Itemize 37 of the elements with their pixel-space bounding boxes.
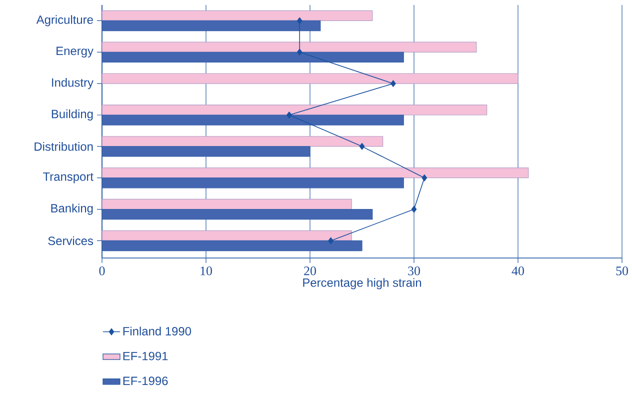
bar: [102, 240, 362, 252]
legend-label: Finland 1990: [123, 326, 192, 336]
y-tick-label: Distribution: [34, 142, 93, 151]
x-axis-title: Percentage high strain: [303, 278, 422, 290]
y-tick-label: Industry: [52, 78, 94, 90]
point: [296, 17, 302, 24]
y-tick-label: Building: [52, 109, 93, 121]
point: [359, 143, 365, 150]
point: [390, 80, 396, 87]
point: [328, 237, 334, 244]
x-tick-label: 30: [408, 266, 420, 276]
x-tick-label: 50: [616, 266, 628, 276]
point: [422, 174, 428, 182]
x-tick-label: 0: [99, 266, 105, 276]
y-tick-label: Agriculture: [36, 15, 93, 26]
bar: [102, 208, 373, 220]
bar: [102, 10, 373, 22]
legend-label: EF-1991: [123, 352, 168, 360]
legend-label: EF-1996: [123, 376, 168, 386]
y-tick-label: Banking: [51, 204, 93, 215]
bar: [102, 42, 477, 52]
bar: [102, 178, 404, 188]
bar: [102, 20, 321, 32]
bar: [102, 230, 352, 242]
x-tick-label: 40: [512, 266, 524, 276]
y-tick-label: Services: [48, 236, 94, 246]
bar: [102, 136, 384, 147]
x-tick-label: 10: [200, 266, 212, 276]
point: [296, 48, 302, 56]
y-tick-label: Transport: [43, 172, 94, 184]
point: [286, 112, 292, 118]
point: [411, 206, 417, 213]
bar: [102, 167, 529, 178]
y-tick-label: Energy: [56, 46, 94, 58]
bar: [102, 52, 404, 62]
bar: [102, 198, 352, 210]
x-tick-label: 20: [304, 266, 316, 276]
